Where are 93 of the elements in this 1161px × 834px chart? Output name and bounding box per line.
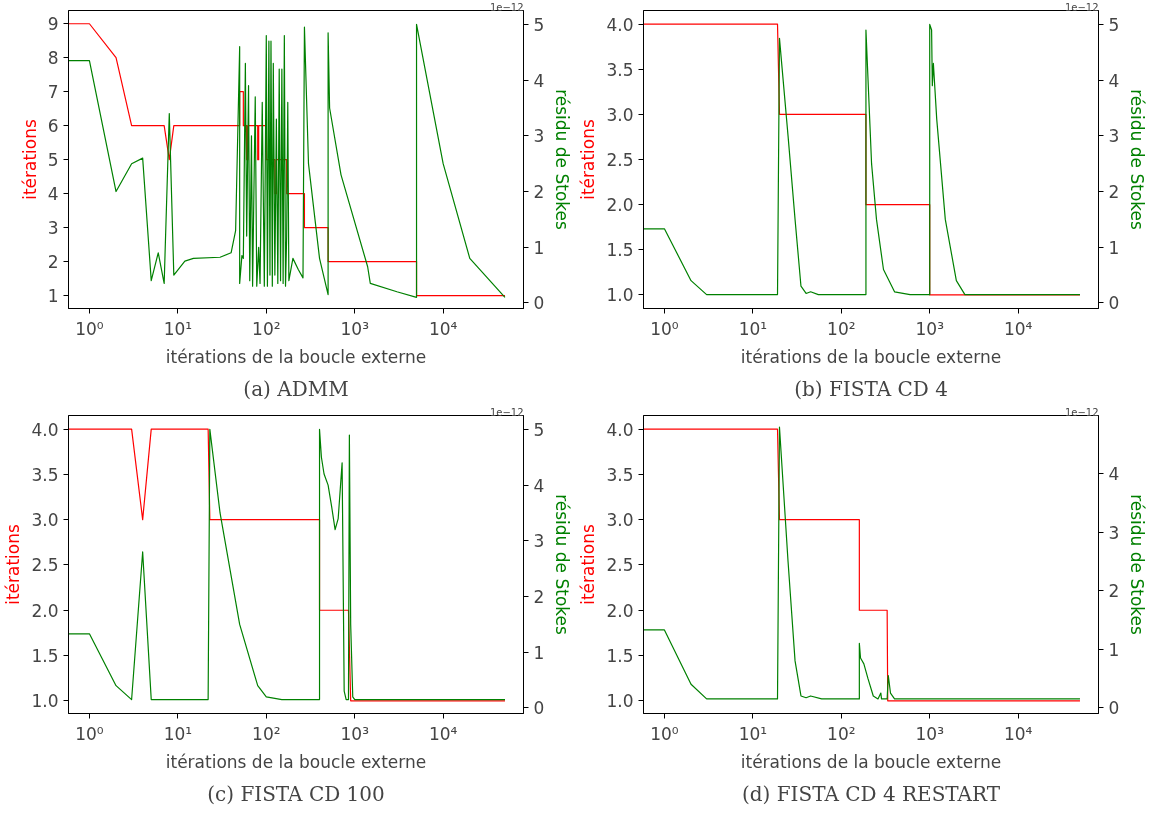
y-tick-label: 3.0 (606, 510, 634, 531)
y-axis-title: itérations (19, 119, 40, 200)
y-tick-label: 3.5 (31, 464, 59, 485)
annotation: 1e−12 (1064, 1, 1099, 13)
annotation: 1e−12 (489, 406, 524, 418)
y2-tick-label: 4 (533, 475, 545, 496)
y2-tick-label: 3 (1108, 522, 1120, 543)
x-tick-label: 10² (252, 723, 281, 744)
y2-tick-label: 1 (1108, 237, 1120, 258)
x-tick-label: 10¹ (163, 723, 193, 744)
y-tick-label: 4.0 (606, 14, 634, 35)
y-tick-label: 1.0 (31, 691, 59, 712)
y2-tick-label: 2 (533, 587, 545, 608)
y-tick-label: 3.5 (606, 464, 634, 485)
x-tick-label: 10² (827, 318, 856, 339)
y-tick-label: 3.0 (606, 104, 634, 125)
y2-tick-label: 0 (1108, 293, 1120, 314)
annotation: 1e−12 (1064, 406, 1099, 418)
y2-tick-label: 1 (533, 642, 545, 663)
y-tick-label: 1.5 (606, 240, 634, 261)
x-axis-title: itérations de la boucle externe (740, 346, 1002, 367)
y-tick-label: 8 (47, 48, 59, 69)
y-axis-title: itérations (578, 524, 599, 605)
y2-tick-label: 3 (533, 531, 545, 552)
x-tick-label: 10⁰ (75, 723, 104, 744)
y-tick-label: 1.5 (606, 646, 634, 667)
y-tick-label: 1.5 (31, 646, 59, 667)
y2-tick-label: 2 (1108, 182, 1120, 203)
y2-tick-label: 5 (1108, 14, 1120, 35)
y-tick-label: 1.0 (606, 691, 634, 712)
x-tick-label: 10¹ (738, 318, 768, 339)
y-axis-title: itérations (578, 119, 599, 200)
y2-tick-label: 1 (533, 237, 545, 258)
y2-tick-label: 0 (1108, 698, 1120, 719)
y-tick-label: 4.0 (31, 419, 59, 440)
y-axis-title: itérations (3, 524, 24, 605)
y-tick-label: 2.5 (31, 555, 59, 576)
y-tick-label: 1.0 (606, 285, 634, 306)
text: (b) FISTA CD 4 (794, 376, 948, 401)
y-tick-label: 5 (47, 150, 59, 171)
y-tick-label: 7 (47, 82, 59, 103)
x-axis-title: itérations de la boucle externe (165, 751, 427, 772)
y2-tick-label: 2 (1108, 581, 1120, 602)
y-tick-label: 2.0 (31, 600, 59, 621)
y-tick-label: 2 (47, 252, 59, 273)
y2-tick-label: 4 (533, 70, 545, 91)
x-tick-label: 10³ (915, 723, 944, 744)
y-tick-label: 3.0 (31, 510, 59, 531)
y2-tick-label: 4 (1108, 70, 1120, 91)
y2-tick-label: 1 (1108, 639, 1120, 660)
y-tick-label: 4.0 (606, 419, 634, 440)
x-tick-label: 10² (252, 318, 281, 339)
y2-axis-title: résidu de Stokes (552, 494, 573, 635)
x-tick-label: 10¹ (738, 723, 768, 744)
x-tick-label: 10⁰ (650, 723, 679, 744)
y2-tick-label: 5 (533, 14, 545, 35)
x-tick-label: 10⁰ (75, 318, 104, 339)
annotation: 1e−12 (489, 1, 524, 13)
text: (a) ADMM (243, 376, 349, 401)
y2-tick-label: 0 (533, 293, 545, 314)
x-tick-label: 10¹ (163, 318, 193, 339)
x-tick-label: 10⁰ (650, 318, 679, 339)
y-tick-label: 3 (47, 218, 59, 239)
y-tick-label: 2.5 (606, 555, 634, 576)
x-tick-label: 10⁴ (1003, 318, 1033, 339)
y2-axis-title: résidu de Stokes (1127, 494, 1148, 635)
y-tick-label: 2.0 (606, 195, 634, 216)
y-tick-label: 4 (47, 184, 59, 205)
y-tick-label: 6 (47, 116, 59, 137)
x-tick-label: 10³ (915, 318, 944, 339)
y2-tick-label: 2 (533, 182, 545, 203)
y2-tick-label: 0 (533, 698, 545, 719)
x-tick-label: 10⁴ (1003, 723, 1033, 744)
text: (c) FISTA CD 100 (207, 781, 385, 806)
y2-tick-label: 3 (1108, 126, 1120, 147)
x-tick-label: 10⁴ (428, 318, 458, 339)
y2-axis-title: résidu de Stokes (1127, 89, 1148, 230)
y-tick-label: 2.5 (606, 150, 634, 170)
x-axis-title: itérations de la boucle externe (165, 346, 427, 367)
x-tick-label: 10³ (340, 723, 369, 744)
text: (d) FISTA CD 4 RESTART (741, 781, 1001, 806)
x-tick-label: 10² (827, 723, 856, 744)
y2-tick-label: 3 (533, 126, 545, 147)
y2-tick-label: 5 (533, 419, 545, 440)
y-tick-label: 9 (47, 14, 59, 35)
y2-tick-label: 4 (1108, 464, 1120, 485)
y-tick-label: 2.0 (606, 600, 634, 621)
x-tick-label: 10⁴ (428, 723, 458, 744)
y-tick-label: 1 (47, 286, 59, 307)
x-tick-label: 10³ (340, 318, 369, 339)
y2-axis-title: résidu de Stokes (552, 89, 573, 230)
x-axis-title: itérations de la boucle externe (740, 751, 1002, 772)
y-tick-label: 3.5 (606, 59, 634, 80)
